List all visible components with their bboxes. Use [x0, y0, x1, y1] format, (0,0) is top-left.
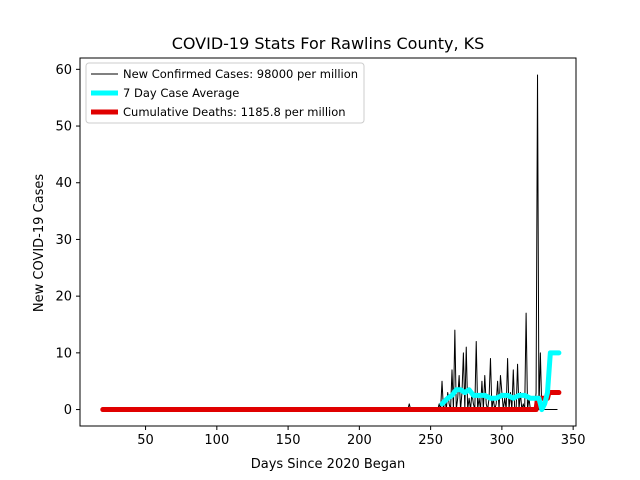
- y-tick-label: 40: [55, 176, 72, 191]
- chart-title: COVID-19 Stats For Rawlins County, KS: [172, 34, 485, 53]
- axes-frame: [79, 57, 577, 427]
- y-tick-label: 10: [55, 346, 72, 361]
- x-tick-label: 250: [418, 433, 443, 448]
- y-tick-label: 30: [55, 233, 72, 248]
- y-tick-label: 50: [55, 120, 72, 135]
- axes: 50 100 150 200 250 300 350 0 10 20 30 40 50 60: [55, 57, 586, 448]
- x-axis-title: Days Since 2020 Began: [251, 457, 406, 472]
- plot-area: [100, 74, 562, 413]
- legend-label-deaths: Cumulative Deaths: 1185.8 per million: [123, 105, 346, 119]
- y-tick-label: 60: [55, 63, 72, 78]
- x-tick-label: 300: [489, 433, 514, 448]
- legend: New Confirmed Cases: 98000 per million 7 …: [85, 62, 365, 124]
- x-tick-label: 100: [204, 433, 229, 448]
- x-tick-label: 150: [276, 433, 301, 448]
- legend-box: [85, 62, 365, 124]
- y-tick-label: 0: [64, 403, 72, 418]
- y-tick-label: 20: [55, 290, 72, 305]
- series-line-deaths: [100, 390, 562, 413]
- series-line-average: [439, 350, 562, 413]
- x-tick-label: 50: [137, 433, 154, 448]
- x-tick-label: 200: [347, 433, 372, 448]
- y-axis-title: New COVID-19 Cases: [32, 174, 47, 312]
- legend-label-cases: New Confirmed Cases: 98000 per million: [123, 67, 358, 81]
- x-tick-label: 350: [561, 433, 586, 448]
- legend-label-average: 7 Day Case Average: [123, 86, 239, 100]
